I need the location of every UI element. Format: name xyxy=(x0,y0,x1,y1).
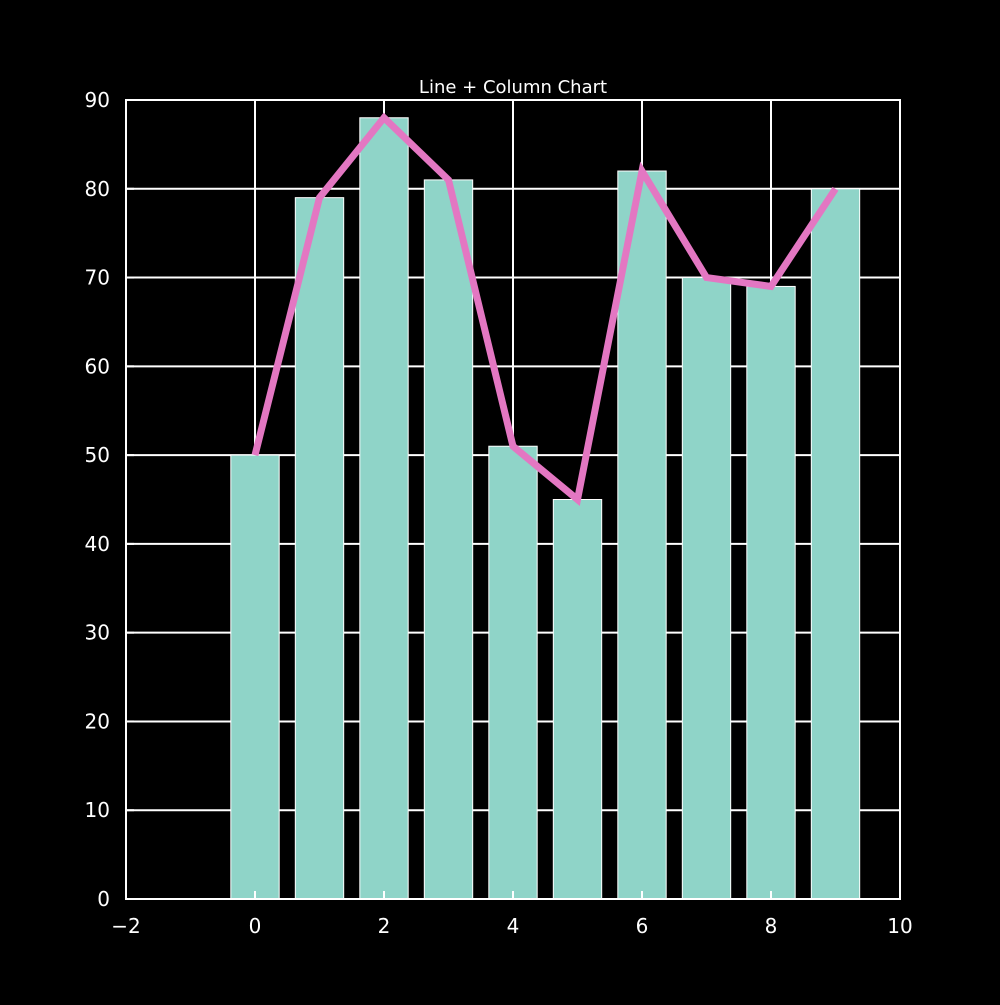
x-tick-label-6: 10 xyxy=(887,914,912,938)
bar-4 xyxy=(488,445,538,900)
y-tick-label-6: 60 xyxy=(85,354,110,378)
bar-6 xyxy=(617,170,667,900)
y-tick-label-9: 90 xyxy=(85,88,110,112)
x-tick-label-2: 2 xyxy=(378,914,391,938)
x-axis-ticks: −2 0 2 4 6 8 10 xyxy=(111,891,913,938)
y-tick-label-4: 40 xyxy=(85,532,110,556)
bar-8 xyxy=(746,285,796,900)
y-tick-label-3: 30 xyxy=(85,621,110,645)
bar-9 xyxy=(810,188,861,900)
bar-5 xyxy=(552,499,603,900)
y-tick-label-2: 20 xyxy=(85,709,110,733)
x-tick-label-5: 8 xyxy=(765,914,778,938)
y-tick-label-5: 50 xyxy=(85,443,110,467)
y-tick-label-1: 10 xyxy=(85,798,110,822)
y-tick-label-7: 70 xyxy=(85,266,110,290)
y-tick-label-8: 80 xyxy=(85,177,110,201)
bar-3 xyxy=(423,179,474,900)
chart-title: Line + Column Chart xyxy=(419,77,607,98)
bar-0 xyxy=(230,454,280,900)
bar-2 xyxy=(359,117,409,900)
x-tick-label-4: 6 xyxy=(636,914,649,938)
bar-series xyxy=(230,117,861,900)
y-tick-label-0: 0 xyxy=(97,887,110,911)
line-series-path xyxy=(251,112,839,506)
x-tick-label-0: −2 xyxy=(111,914,140,938)
line-series xyxy=(251,112,839,506)
bar-1 xyxy=(294,197,345,900)
bar-7 xyxy=(681,277,732,900)
x-tick-label-3: 4 xyxy=(507,914,520,938)
x-tick-label-1: 0 xyxy=(249,914,262,938)
y-axis-ticks: 0 10 20 30 40 50 60 70 80 90 xyxy=(85,88,134,911)
